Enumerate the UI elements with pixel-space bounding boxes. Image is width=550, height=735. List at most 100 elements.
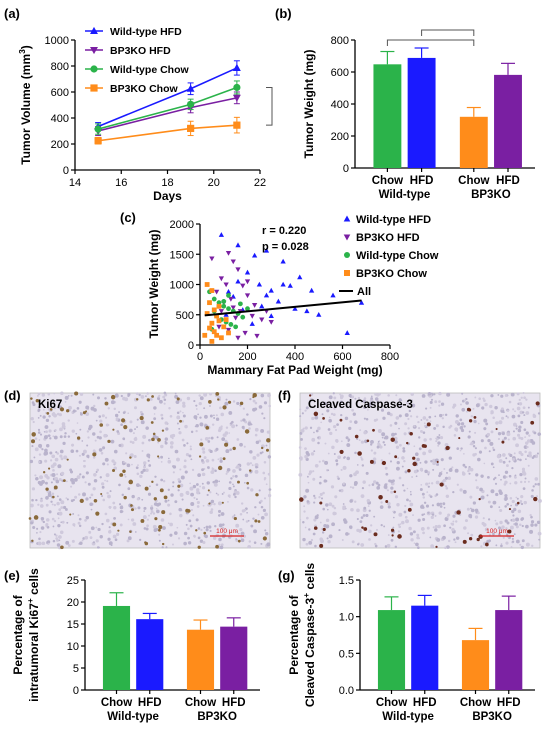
f-stained-nucleus [319, 501, 323, 505]
f-stained-nucleus [468, 419, 473, 423]
f-tissue-texture [332, 392, 335, 395]
e-y-tick-label: 10 [67, 641, 79, 653]
c-data-point [235, 335, 241, 341]
f-tissue-texture [463, 399, 467, 402]
f-tissue-texture [335, 459, 339, 463]
f-tissue-texture [498, 459, 503, 463]
f-tissue-texture [343, 456, 346, 459]
d-tissue-texture [69, 468, 73, 472]
g-bar [377, 610, 406, 690]
d-tissue-texture [158, 457, 160, 459]
f-tissue-texture [409, 532, 414, 536]
f-tissue-texture [453, 434, 457, 437]
d-tissue-texture [58, 511, 63, 516]
f-tissue-texture [448, 468, 453, 473]
c-y-tick-label: 1500 [170, 249, 194, 261]
f-tissue-texture [517, 428, 522, 433]
f-tissue-texture [338, 489, 342, 492]
f-stained-nucleus [309, 394, 312, 397]
f-stained-nucleus [473, 415, 477, 419]
d-tissue-texture [186, 442, 189, 445]
d-tissue-texture [56, 495, 59, 498]
d-tissue-texture [118, 444, 122, 447]
d-tissue-texture [153, 413, 156, 415]
f-tissue-texture [512, 436, 517, 441]
d-tissue-texture [65, 480, 68, 483]
d-tissue-texture [222, 523, 225, 526]
d-tissue-texture [167, 499, 170, 502]
c-data-point [254, 333, 260, 339]
d-tissue-texture [225, 449, 230, 454]
f-tissue-texture [483, 427, 487, 431]
d-tissue-texture [103, 433, 107, 438]
f-stained-nucleus [476, 537, 480, 542]
d-tissue-texture [86, 430, 90, 433]
f-tissue-texture [521, 539, 525, 543]
a-series-line [97, 67, 238, 128]
c-data-point [330, 292, 336, 298]
f-tissue-texture [300, 428, 305, 433]
f-tissue-texture [415, 415, 419, 419]
d-tissue-texture [37, 503, 40, 506]
d-tissue-texture [92, 456, 96, 459]
f-tissue-texture [305, 488, 310, 493]
d-tissue-texture [235, 490, 240, 495]
f-tissue-texture [340, 488, 344, 493]
f-tissue-texture [432, 461, 437, 466]
f-tissue-texture [464, 519, 468, 523]
f-tissue-texture [470, 508, 475, 513]
d-tissue-texture [195, 518, 199, 522]
d-stained-nucleus [31, 539, 34, 542]
f-tissue-texture [474, 431, 477, 434]
f-tissue-texture [407, 427, 410, 430]
f-stained-nucleus [299, 497, 304, 502]
d-tissue-texture [78, 454, 81, 457]
f-tissue-texture [413, 542, 416, 544]
d-tissue-texture [37, 428, 41, 432]
d-tissue-texture [169, 533, 173, 537]
f-tissue-texture [520, 420, 524, 425]
f-tissue-texture [376, 400, 380, 404]
d-tissue-texture [146, 524, 149, 528]
d-tissue-texture [75, 432, 78, 435]
f-tissue-texture [519, 472, 523, 477]
f-tissue-texture [378, 392, 381, 396]
d-tissue-texture [112, 534, 117, 539]
d-tissue-texture [107, 494, 111, 499]
d-tissue-texture [92, 487, 96, 491]
d-tissue-texture [203, 392, 208, 397]
c-y-axis-label: Tumor Weight (mg) [147, 230, 161, 339]
d-tissue-texture [106, 480, 109, 483]
f-tissue-texture [363, 417, 366, 420]
d-tissue-texture [39, 531, 42, 534]
f-tissue-texture [537, 482, 541, 486]
d-tissue-texture [52, 539, 56, 543]
f-tissue-texture [394, 421, 398, 425]
f-tissue-texture [428, 415, 432, 419]
d-tissue-texture [221, 437, 226, 442]
d-tissue-texture [58, 413, 62, 417]
d-tissue-texture [55, 537, 58, 540]
d-tissue-texture [242, 407, 245, 410]
c-data-point [209, 320, 215, 326]
d-tissue-texture [142, 468, 146, 472]
f-tissue-texture [373, 480, 377, 484]
d-tissue-texture [38, 443, 43, 448]
d-tissue-texture [157, 502, 162, 506]
f-tissue-texture [477, 511, 480, 515]
d-tissue-texture [58, 498, 62, 501]
d-tissue-texture [265, 483, 268, 486]
f-tissue-texture [444, 413, 448, 417]
d-tissue-texture [248, 427, 251, 430]
f-tissue-texture [342, 482, 345, 486]
d-tissue-texture [262, 471, 266, 475]
f-tissue-texture [299, 518, 302, 521]
d-tissue-texture [48, 429, 52, 433]
d-tissue-texture [106, 491, 109, 495]
d-tissue-texture [184, 424, 188, 429]
f-tissue-texture [301, 412, 304, 415]
f-tissue-texture [339, 394, 344, 399]
f-tissue-texture [394, 440, 398, 444]
f-tissue-texture [444, 442, 449, 447]
d-stained-nucleus [221, 501, 224, 504]
